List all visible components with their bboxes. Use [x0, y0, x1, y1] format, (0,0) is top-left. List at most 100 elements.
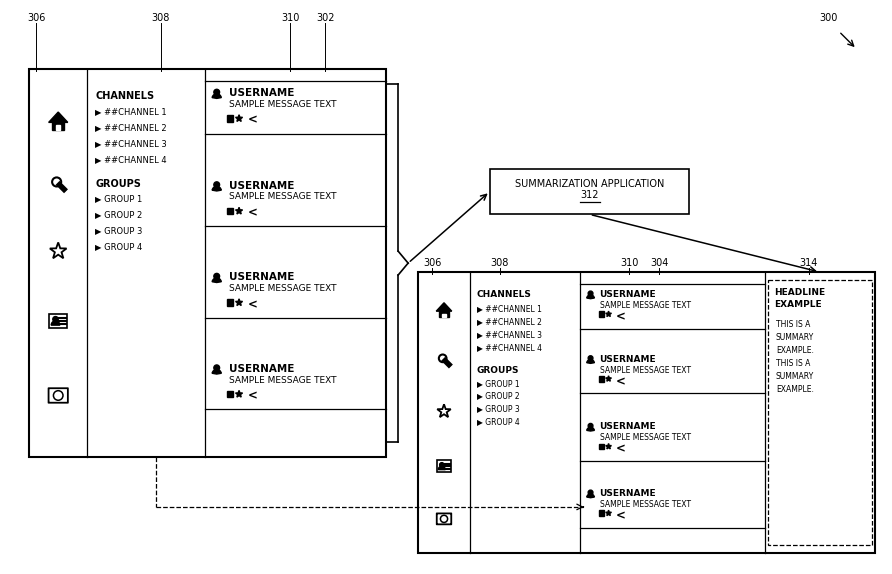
Circle shape — [441, 515, 448, 522]
Bar — [599, 510, 604, 516]
Text: 314: 314 — [800, 258, 818, 268]
Wedge shape — [587, 359, 594, 363]
Text: <: < — [615, 443, 625, 456]
Bar — [227, 391, 234, 397]
Wedge shape — [212, 187, 221, 191]
Text: USERNAME: USERNAME — [228, 272, 294, 282]
Text: <: < — [247, 207, 257, 219]
Text: ▶ GROUP 3: ▶ GROUP 3 — [477, 405, 520, 413]
Text: THIS IS A: THIS IS A — [776, 320, 810, 329]
Circle shape — [588, 291, 593, 296]
Text: 308: 308 — [491, 258, 509, 268]
Text: 308: 308 — [152, 13, 170, 24]
Polygon shape — [235, 207, 243, 214]
Text: 306: 306 — [423, 258, 442, 268]
Text: <: < — [615, 311, 625, 323]
Bar — [52, 122, 64, 130]
Polygon shape — [50, 242, 67, 258]
Text: SAMPLE MESSAGE TEXT: SAMPLE MESSAGE TEXT — [599, 500, 690, 509]
Circle shape — [214, 90, 219, 95]
Circle shape — [588, 490, 593, 495]
Text: USERNAME: USERNAME — [228, 88, 294, 98]
Wedge shape — [51, 321, 60, 325]
Text: ▶ ##CHANNEL 3: ▶ ##CHANNEL 3 — [95, 139, 167, 148]
Bar — [49, 313, 67, 328]
Text: SAMPLE MESSAGE TEXT: SAMPLE MESSAGE TEXT — [228, 100, 336, 109]
Text: EXAMPLE.: EXAMPLE. — [776, 385, 814, 394]
Bar — [227, 208, 234, 214]
Circle shape — [440, 463, 444, 467]
Text: SAMPLE MESSAGE TEXT: SAMPLE MESSAGE TEXT — [599, 433, 690, 443]
Polygon shape — [606, 510, 611, 515]
Text: SAMPLE MESSAGE TEXT: SAMPLE MESSAGE TEXT — [228, 375, 336, 385]
Text: 300: 300 — [819, 13, 838, 24]
Text: ▶ GROUP 2: ▶ GROUP 2 — [477, 391, 519, 401]
Wedge shape — [212, 370, 221, 374]
Bar — [439, 311, 449, 317]
Bar — [599, 444, 604, 449]
Text: ▶ GROUP 2: ▶ GROUP 2 — [95, 211, 143, 219]
Bar — [599, 376, 604, 382]
Circle shape — [54, 391, 63, 400]
Text: USERNAME: USERNAME — [599, 489, 657, 498]
Text: 312: 312 — [581, 191, 599, 200]
Wedge shape — [212, 94, 221, 98]
Text: ▶ GROUP 3: ▶ GROUP 3 — [95, 226, 143, 235]
Text: ▶ ##CHANNEL 2: ▶ ##CHANNEL 2 — [95, 123, 167, 132]
Text: ▶ ##CHANNEL 3: ▶ ##CHANNEL 3 — [477, 330, 542, 339]
Text: ▶ ##CHANNEL 2: ▶ ##CHANNEL 2 — [477, 317, 541, 326]
Bar — [227, 299, 234, 306]
Polygon shape — [436, 302, 451, 311]
Polygon shape — [235, 390, 243, 397]
Wedge shape — [438, 466, 445, 470]
Text: SAMPLE MESSAGE TEXT: SAMPLE MESSAGE TEXT — [228, 192, 336, 201]
Wedge shape — [587, 427, 594, 431]
Polygon shape — [606, 376, 611, 381]
Circle shape — [214, 182, 219, 188]
Text: HEADLINE: HEADLINE — [774, 288, 825, 297]
Bar — [442, 313, 446, 317]
Text: USERNAME: USERNAME — [599, 290, 657, 299]
Text: <: < — [615, 375, 625, 388]
Text: ▶ ##CHANNEL 4: ▶ ##CHANNEL 4 — [477, 343, 542, 352]
Text: ▶ GROUP 1: ▶ GROUP 1 — [477, 379, 519, 387]
Text: SAMPLE MESSAGE TEXT: SAMPLE MESSAGE TEXT — [599, 301, 690, 310]
Text: <: < — [247, 114, 257, 127]
Circle shape — [214, 273, 219, 279]
Text: SUMMARIZATION APPLICATION: SUMMARIZATION APPLICATION — [515, 179, 665, 188]
Text: ▶ GROUP 4: ▶ GROUP 4 — [95, 242, 143, 251]
Text: 302: 302 — [316, 13, 334, 24]
Polygon shape — [49, 112, 68, 122]
Text: EXAMPLE.: EXAMPLE. — [776, 346, 814, 355]
Bar — [599, 311, 604, 317]
Circle shape — [588, 356, 593, 360]
Circle shape — [588, 424, 593, 428]
Polygon shape — [606, 444, 611, 449]
Circle shape — [52, 177, 62, 187]
Text: 310: 310 — [620, 258, 639, 268]
Text: CHANNELS: CHANNELS — [477, 290, 532, 299]
Text: 310: 310 — [281, 13, 300, 24]
Text: ▶ ##CHANNEL 1: ▶ ##CHANNEL 1 — [95, 107, 167, 116]
Polygon shape — [437, 404, 450, 417]
Text: SUMMARY: SUMMARY — [776, 371, 814, 381]
Bar — [490, 169, 690, 214]
Bar — [418, 272, 875, 553]
Bar — [437, 460, 451, 472]
Circle shape — [439, 355, 447, 362]
Text: SAMPLE MESSAGE TEXT: SAMPLE MESSAGE TEXT — [228, 284, 336, 293]
Text: GROUPS: GROUPS — [477, 366, 519, 375]
FancyBboxPatch shape — [437, 513, 451, 524]
Text: USERNAME: USERNAME — [228, 363, 294, 374]
Circle shape — [214, 365, 219, 371]
Polygon shape — [235, 299, 243, 305]
Wedge shape — [587, 295, 594, 298]
FancyBboxPatch shape — [48, 388, 68, 403]
Text: THIS IS A: THIS IS A — [776, 359, 810, 368]
Polygon shape — [235, 115, 243, 122]
Text: ▶ ##CHANNEL 1: ▶ ##CHANNEL 1 — [477, 304, 541, 313]
Text: ▶ ##CHANNEL 4: ▶ ##CHANNEL 4 — [95, 154, 167, 164]
Wedge shape — [212, 278, 221, 282]
Bar — [56, 125, 60, 130]
Text: ▶ GROUP 1: ▶ GROUP 1 — [95, 195, 143, 203]
